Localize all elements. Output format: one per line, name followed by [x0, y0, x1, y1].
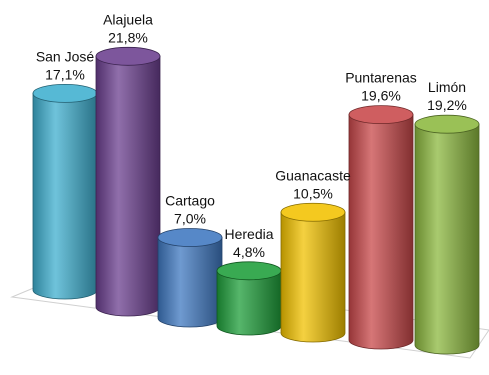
bar-top	[280, 202, 346, 222]
value-label: 19,2%	[427, 97, 467, 113]
bar-top	[216, 261, 282, 281]
category-label: Guanacaste	[275, 167, 351, 183]
bar-top	[32, 83, 98, 103]
category-label: Limón	[428, 79, 466, 95]
bar-top	[157, 228, 223, 247]
bar-body	[280, 211, 346, 343]
value-label: 21,8%	[108, 29, 148, 45]
category-label: Heredia	[224, 226, 273, 242]
bar-7	[414, 114, 480, 355]
category-label: Alajuela	[103, 11, 153, 27]
bar-1	[32, 83, 98, 300]
labels-group: San José 17,1% Alajuela 21,8% Cartago 7,0% Her…	[36, 11, 467, 259]
bar-top	[95, 46, 161, 66]
category-label: Puntarenas	[345, 70, 417, 86]
bar-2	[95, 46, 161, 317]
bar-body	[414, 123, 480, 355]
value-label: 4,8%	[233, 244, 265, 260]
category-label: San José	[36, 48, 95, 64]
bar-top	[348, 105, 414, 124]
bar-4	[216, 261, 282, 336]
bars-group	[32, 46, 480, 355]
bar-body	[157, 237, 223, 328]
bar-5	[280, 202, 346, 343]
bar-body	[32, 92, 98, 300]
bar-top	[414, 114, 480, 134]
bar-3	[157, 228, 223, 328]
bar-6	[348, 105, 414, 350]
category-label: Cartago	[165, 193, 215, 209]
value-label: 10,5%	[293, 185, 333, 201]
bar-body	[348, 114, 414, 350]
value-label: 7,0%	[174, 211, 206, 227]
value-label: 17,1%	[45, 66, 85, 82]
bar-body	[95, 55, 161, 317]
value-label: 19,6%	[361, 88, 401, 104]
bar-body	[216, 270, 282, 336]
